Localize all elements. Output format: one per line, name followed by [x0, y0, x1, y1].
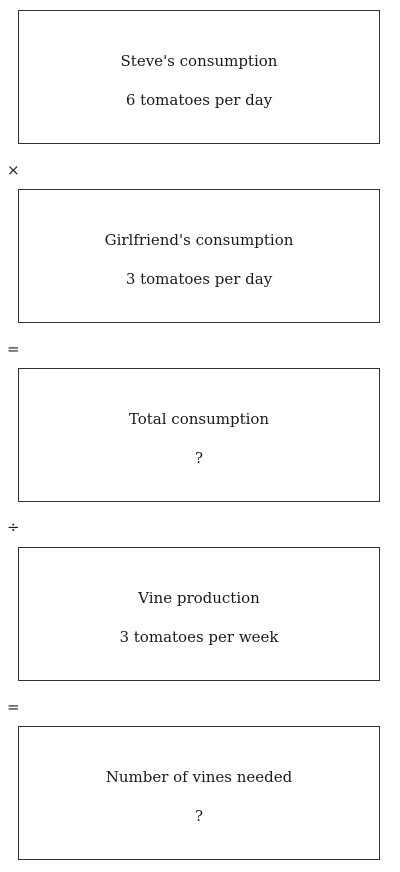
multiply-operator: ×	[7, 161, 20, 179]
box-label: Number of vines needed	[105, 768, 293, 786]
vine-production-box: Vine production 3 tomatoes per week	[18, 547, 380, 681]
total-consumption-box: Total consumption ?	[18, 368, 380, 502]
box-label: Girlfriend's consumption	[104, 231, 294, 249]
equals-operator: =	[7, 340, 20, 358]
box-value: ?	[194, 449, 204, 467]
box-label: Vine production	[138, 589, 260, 607]
box-value: 3 tomatoes per day	[125, 270, 273, 288]
box-value: 6 tomatoes per day	[125, 91, 273, 109]
box-value: ?	[194, 807, 204, 825]
box-label: Steve's consumption	[120, 52, 278, 70]
box-label: Total consumption	[128, 410, 270, 428]
box-value: 3 tomatoes per week	[119, 628, 279, 646]
steve-consumption-box: Steve's consumption 6 tomatoes per day	[18, 10, 380, 144]
vines-needed-box: Number of vines needed ?	[18, 726, 380, 860]
equals-operator: =	[7, 698, 20, 716]
girlfriend-consumption-box: Girlfriend's consumption 3 tomatoes per …	[18, 189, 380, 323]
divide-operator: ÷	[7, 518, 20, 536]
